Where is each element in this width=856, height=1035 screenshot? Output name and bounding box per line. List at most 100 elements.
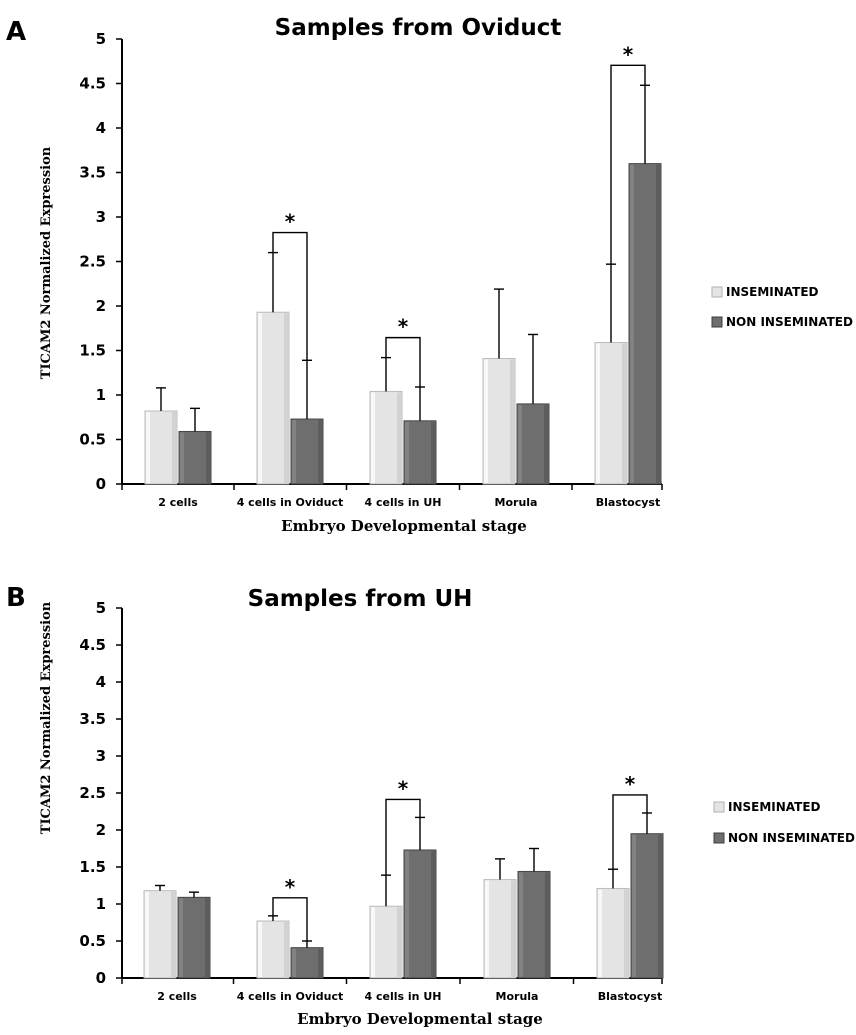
x-tick-label: Morula: [495, 496, 538, 509]
bar-shade: [171, 891, 175, 977]
bar-highlight: [292, 948, 296, 977]
bar-highlight: [598, 889, 602, 977]
legend-label-non-inseminated: NON INSEMINATED: [726, 315, 853, 329]
bar-highlight: [258, 922, 262, 977]
y-tick-label: 4.5: [79, 636, 106, 654]
y-tick-label: 1.5: [79, 858, 106, 876]
bar-shade: [318, 948, 322, 977]
bar-shade: [397, 907, 401, 977]
bar-shade: [397, 392, 401, 483]
bar-shade: [206, 432, 210, 483]
y-tick-label: 2.5: [79, 253, 106, 271]
bar-non-inseminated: [517, 870, 551, 979]
legend-label-inseminated: INSEMINATED: [726, 285, 819, 299]
significance-bracket: [272, 897, 308, 941]
bar-shade: [656, 164, 660, 483]
plot-area-a: 0 0.5 1 1.5 2 2.5 3 3.5 4 4.5 5 2 cells 4 cells in O…: [79, 30, 663, 509]
x-tick-label: 4 cells in Oviduct: [237, 990, 344, 1003]
y-tick-label: 1.5: [79, 342, 106, 360]
significance-bracket: [612, 794, 648, 870]
x-tick-label: 2 cells: [158, 496, 198, 509]
bar-highlight: [405, 850, 409, 977]
x-tick-label: 4 cells in Oviduct: [237, 496, 344, 509]
panel-b: B Samples from UH TICAM2 Normalized Expr…: [6, 583, 855, 1028]
bar-non-inseminated: [628, 163, 662, 485]
bar-highlight: [146, 412, 150, 483]
bar-shade: [510, 359, 514, 483]
bar-highlight: [180, 432, 184, 483]
bar-non-inseminated: [178, 430, 212, 485]
y-tick-label: 0: [96, 475, 106, 493]
y-tick-label: 5: [96, 30, 106, 48]
y-tick-label: 4: [96, 673, 106, 691]
chart-title-b: Samples from UH: [248, 586, 473, 612]
bar-highlight: [292, 420, 296, 483]
bar-shade: [172, 412, 176, 483]
legend-swatch-non-inseminated: [711, 316, 723, 328]
x-tick-label: Blastocyst: [596, 496, 660, 509]
bar-shade: [205, 898, 209, 977]
bar-non-inseminated: [630, 833, 664, 979]
bar-inseminated: [482, 358, 516, 485]
bar-highlight: [258, 313, 262, 483]
bar-shade: [431, 421, 435, 483]
significance-bracket: [385, 336, 421, 387]
significance-star: *: [625, 772, 636, 796]
x-tick-label: Blastocyst: [598, 990, 662, 1003]
y-tick-label: 0: [96, 969, 106, 987]
x-tick-label: 4 cells in UH: [365, 496, 442, 509]
bar-shade: [284, 922, 288, 977]
bar-highlight: [518, 404, 522, 483]
bar-highlight: [371, 392, 375, 483]
bar-inseminated: [483, 879, 517, 979]
bar-highlight: [485, 880, 489, 977]
significance-star: *: [623, 42, 634, 66]
bar-shade: [318, 420, 322, 483]
bar-inseminated: [594, 341, 628, 485]
legend-swatch-non-inseminated: [713, 832, 725, 844]
y-tick-label: 2: [96, 821, 106, 839]
significance-star: *: [285, 875, 296, 899]
panel-a: A Samples from Oviduct TICAM2 Normalized…: [6, 15, 853, 535]
y-tick-label: 3.5: [79, 164, 106, 182]
y-tick-label: 3: [96, 747, 106, 765]
legend-a: INSEMINATED NON INSEMINATED: [711, 285, 853, 329]
bar-non-inseminated: [290, 418, 324, 485]
bar-highlight: [145, 891, 149, 977]
bar-shade: [622, 343, 626, 483]
significance-star: *: [398, 776, 409, 800]
significance-star: *: [398, 315, 409, 339]
bar-inseminated: [369, 905, 403, 979]
y-tick-label: 0.5: [79, 932, 106, 950]
significance-bracket: [610, 64, 646, 265]
legend-label-non-inseminated: NON INSEMINATED: [728, 831, 855, 845]
legend-label-inseminated: INSEMINATED: [728, 800, 821, 814]
x-tick-label: Morula: [496, 990, 539, 1003]
y-tick-label: 5: [96, 599, 106, 617]
bar-shade: [431, 850, 435, 977]
significance-bracket: [385, 798, 421, 876]
panel-letter-b: B: [6, 583, 26, 613]
significance-bracket: [272, 231, 308, 361]
bar-highlight: [405, 421, 409, 483]
bar-highlight: [179, 898, 183, 977]
bar-non-inseminated: [516, 403, 550, 485]
y-tick-label: 2: [96, 297, 106, 315]
bar-highlight: [630, 164, 634, 483]
bar-highlight: [484, 359, 488, 483]
significance-star: *: [285, 210, 296, 234]
legend-swatch-inseminated: [711, 286, 723, 298]
bar-inseminated: [143, 890, 177, 979]
y-tick-label: 1: [96, 386, 106, 404]
bar-shade: [658, 834, 662, 977]
panel-letter-a: A: [6, 17, 26, 47]
y-tick-label: 0.5: [79, 431, 106, 449]
y-tick-label: 3: [96, 208, 106, 226]
bar-non-inseminated: [403, 849, 437, 979]
bar-non-inseminated: [403, 420, 437, 485]
bar-shade: [284, 313, 288, 483]
bar-shade: [511, 880, 515, 977]
bar-inseminated: [256, 311, 290, 485]
bar-non-inseminated: [177, 896, 211, 979]
